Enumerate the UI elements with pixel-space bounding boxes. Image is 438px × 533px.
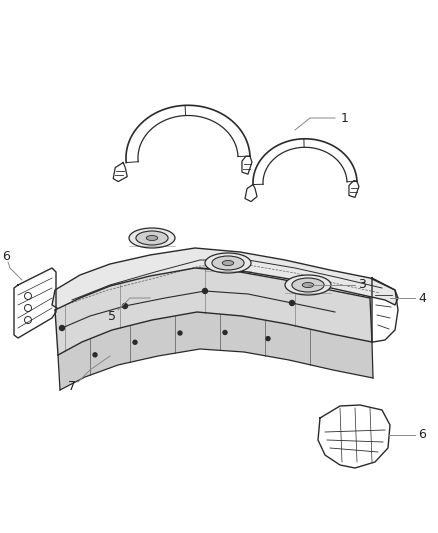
Ellipse shape xyxy=(292,278,324,292)
Polygon shape xyxy=(58,312,373,390)
Text: 6: 6 xyxy=(418,429,426,441)
Ellipse shape xyxy=(222,261,234,265)
Circle shape xyxy=(60,326,64,330)
Circle shape xyxy=(290,301,294,305)
Circle shape xyxy=(202,288,208,294)
Polygon shape xyxy=(52,248,398,310)
Text: 4: 4 xyxy=(418,292,426,304)
Circle shape xyxy=(133,340,137,344)
Circle shape xyxy=(266,337,270,341)
Text: 6: 6 xyxy=(2,251,10,263)
Text: 1: 1 xyxy=(341,111,349,125)
Ellipse shape xyxy=(146,236,158,240)
Ellipse shape xyxy=(285,275,331,295)
Circle shape xyxy=(178,331,182,335)
Ellipse shape xyxy=(129,228,175,248)
Ellipse shape xyxy=(212,256,244,270)
Text: 5: 5 xyxy=(108,310,116,322)
Circle shape xyxy=(123,303,127,309)
Ellipse shape xyxy=(136,231,168,245)
Text: 3: 3 xyxy=(358,279,366,292)
Ellipse shape xyxy=(205,253,251,273)
Circle shape xyxy=(93,353,97,357)
Text: 7: 7 xyxy=(68,381,76,393)
Circle shape xyxy=(223,330,227,335)
Polygon shape xyxy=(55,268,372,355)
Ellipse shape xyxy=(302,282,314,287)
